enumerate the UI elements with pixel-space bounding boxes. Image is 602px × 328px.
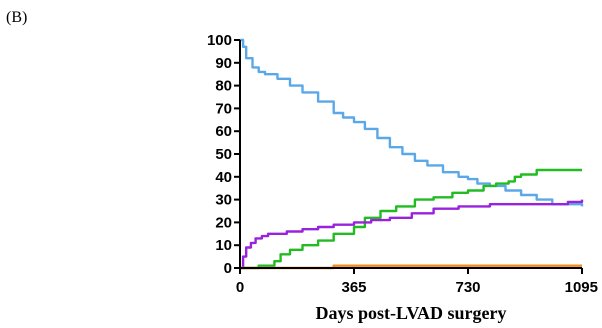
- series-layer: [240, 38, 584, 270]
- x-tick-label: 365: [341, 279, 366, 296]
- y-tick-label: 90: [215, 55, 232, 72]
- x-tick-label: 1095: [565, 279, 598, 296]
- x-axis-ticks: 0 365 730 1095: [236, 268, 598, 296]
- y-tick-label: 80: [215, 78, 232, 95]
- x-axis-title: Days post-LVAD surgery: [315, 303, 506, 323]
- y-tick-label: 70: [215, 100, 232, 117]
- y-tick-label: 0: [224, 260, 232, 277]
- panel-label: (B): [6, 9, 27, 26]
- y-tick-label: 20: [215, 214, 232, 231]
- y-tick-label: 40: [215, 169, 232, 186]
- series-line-2: [240, 168, 582, 270]
- x-tick-label: 0: [236, 279, 244, 296]
- y-tick-label: 50: [215, 146, 232, 163]
- y-tick-label: 60: [215, 123, 232, 140]
- y-tick-label: 30: [215, 192, 232, 209]
- series-line-3: [240, 199, 584, 270]
- y-tick-label: 10: [215, 237, 232, 254]
- series-line-1: [240, 38, 584, 207]
- x-tick-label: 730: [455, 279, 480, 296]
- y-axis-ticks: 0 10 20 30 40 50 60 70 80 90 100: [207, 32, 240, 277]
- y-tick-label: 100: [207, 32, 232, 49]
